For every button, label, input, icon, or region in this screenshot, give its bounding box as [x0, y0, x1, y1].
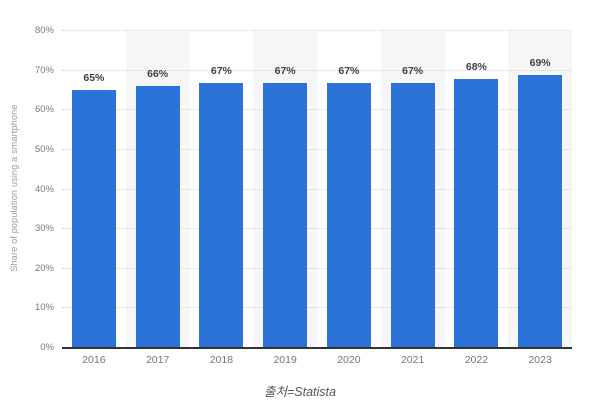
bar-value-label-2017: 66%: [147, 68, 169, 81]
bar-value-label-2016: 65%: [83, 72, 105, 85]
bar-2022: [454, 78, 499, 347]
y-tick-label-40: 40%: [34, 183, 54, 195]
gridline-70: [62, 69, 572, 71]
x-tick-label-2022: 2022: [464, 354, 489, 366]
x-tick-label-2020: 2020: [337, 354, 361, 366]
gridline-40: [62, 188, 572, 190]
bar-value-label-2021: 67%: [402, 64, 424, 77]
gridline-80: [62, 30, 572, 31]
y-tick-label-10: 10%: [34, 302, 54, 314]
bar-2020: [326, 82, 371, 347]
gridline-10: [62, 307, 572, 309]
gridline-60: [62, 109, 572, 111]
x-tick-label-2021: 2021: [400, 354, 425, 366]
bar-value-label-2020: 67%: [338, 64, 360, 77]
bar-2018: [199, 82, 244, 347]
y-tick-label-30: 30%: [34, 223, 54, 235]
bar-2023: [518, 74, 563, 347]
gridline-30: [62, 228, 572, 230]
gridline-20: [62, 267, 572, 269]
y-tick-label-50: 50%: [34, 143, 54, 155]
bar-2019: [263, 82, 308, 347]
y-tick-label-70: 70%: [34, 64, 54, 76]
bar-value-label-2022: 68%: [465, 60, 487, 73]
y-tick-label-80: 80%: [34, 25, 54, 36]
source-caption: 출처=Statista: [264, 385, 336, 399]
x-tick-label-2019: 2019: [273, 354, 297, 366]
gridline-50: [62, 148, 572, 150]
bar-value-label-2019: 67%: [274, 64, 296, 77]
bar-2021: [390, 82, 435, 347]
x-axis-line: [62, 347, 572, 349]
y-tick-label-20: 20%: [34, 262, 54, 274]
x-tick-label-2016: 2016: [82, 354, 106, 366]
bar-2016: [71, 90, 116, 347]
x-tick-label-2018: 2018: [209, 354, 234, 366]
bar-value-label-2018: 67%: [210, 64, 232, 77]
bar-value-label-2023: 69%: [529, 56, 551, 69]
x-tick-label-2023: 2023: [528, 354, 552, 366]
bar-2017: [135, 86, 180, 347]
y-tick-label-60: 60%: [34, 104, 54, 116]
y-tick-label-0: 0%: [40, 342, 54, 353]
x-tick-label-2017: 2017: [145, 354, 170, 366]
